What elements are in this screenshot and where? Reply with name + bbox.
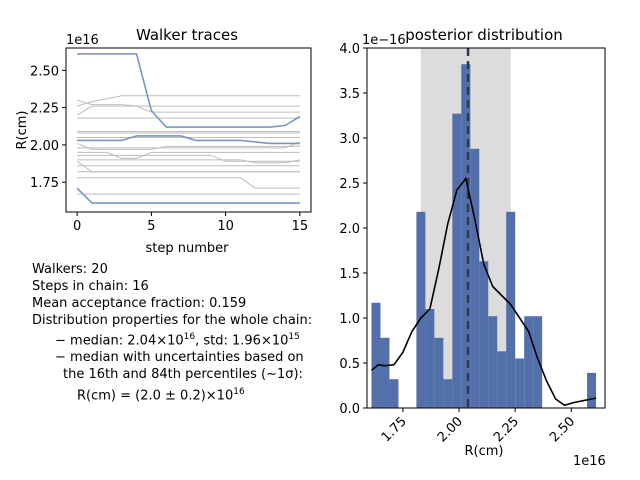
walker-x-axis-label: step number [146, 241, 230, 256]
walker-trace-15 [77, 177, 300, 189]
acceptance-fraction: Mean acceptance fraction: 0.159 [32, 296, 247, 311]
posterior-y-tick-label: 0.5 [339, 357, 360, 372]
steps-count: Steps in chain: 16 [32, 279, 149, 294]
walker-trace-11 [77, 154, 300, 162]
posterior-x-tick-label: 2.25 [491, 414, 522, 445]
walker-y-tick-label: 2.50 [30, 64, 59, 79]
posterior-y-offset-label: 1e−16 [362, 33, 406, 48]
histogram-bar [461, 64, 471, 408]
walker-trace-18 [77, 53, 301, 128]
walker-trace-8 [77, 141, 301, 149]
histogram-bar [515, 358, 525, 408]
walker-trace-1 [76, 99, 300, 107]
median-std-line: − median: 2.04×1016, std: 1.96×1015 [55, 332, 300, 349]
histogram-bar [497, 351, 507, 408]
histogram-bar [479, 261, 489, 408]
walker-traces-panel: Walker traces 1e16 0 5 10 15 1.75 2.00 2.25 2.… [15, 26, 312, 256]
posterior-y-tick-label: 2.0 [339, 222, 360, 237]
histogram-bars [371, 64, 597, 409]
walker-x-tick-label: 0 [73, 219, 81, 234]
walker-trace-16 [76, 160, 300, 173]
walker-trace-9 [76, 142, 300, 150]
histogram-bar [371, 302, 381, 408]
posterior-y-tick-label: 1.5 [339, 267, 360, 282]
posterior-y-tick-label: 1.0 [339, 312, 360, 327]
walker-y-tick-label: 2.00 [30, 139, 59, 154]
walker-x-ticks: 0 5 10 15 [73, 212, 308, 234]
walker-trace-3 [76, 105, 300, 116]
walker-x-tick-label: 10 [217, 219, 234, 234]
walker-x-tick-label: 5 [147, 219, 155, 234]
histogram-bar [425, 309, 435, 408]
walker-y-offset-label: 1e16 [66, 33, 99, 48]
posterior-y-tick-label: 2.5 [339, 177, 360, 192]
histogram-bar [380, 337, 390, 408]
walker-x-tick-label: 15 [292, 219, 309, 234]
histogram-bar [506, 211, 516, 408]
walker-trace-12 [77, 159, 300, 164]
posterior-y-tick-label: 3.5 [339, 87, 360, 102]
posterior-distribution-panel: posterior distribution 1e−16 1.75 2.00 2.2… [339, 26, 606, 469]
histogram-bar [434, 337, 444, 408]
histogram-bar [524, 316, 534, 408]
posterior-x-offset-label: 1e16 [573, 454, 606, 469]
histogram-bar [587, 372, 597, 408]
posterior-x-tick-label: 2.50 [547, 414, 578, 445]
histogram-bar [452, 113, 462, 408]
walker-y-ticks: 1.75 2.00 2.25 2.50 [30, 64, 66, 191]
walker-trace-19 [77, 135, 300, 145]
walker-y-axis-label: R(cm) [15, 111, 30, 150]
uncertainty-line-2: the 16th and 84th percentiles (∼1σ): [63, 367, 303, 383]
histogram-bar [443, 379, 453, 408]
walker-traces-title: Walker traces [136, 26, 238, 44]
walker-axes-frame [65, 47, 312, 213]
histogram-bar [470, 148, 480, 409]
posterior-title: posterior distribution [405, 26, 563, 44]
histogram-bar [389, 379, 399, 408]
walker-y-tick-label: 1.75 [30, 176, 59, 191]
histogram-bar [488, 316, 498, 408]
walker-y-tick-label: 2.25 [30, 102, 59, 117]
histogram-bar [416, 211, 426, 408]
walker-trace-2 [76, 95, 300, 107]
posterior-y-tick-label: 4.0 [339, 42, 360, 57]
walker-trace-lines [76, 53, 301, 204]
posterior-x-tick-label: 1.75 [379, 414, 410, 445]
posterior-y-tick-label: 3.0 [339, 132, 360, 147]
posterior-x-tick-label: 2.00 [435, 414, 466, 445]
posterior-y-ticks: 0.0 0.5 1.0 1.5 2.0 2.5 3.0 3.5 4.0 [339, 42, 367, 417]
kde-curve [370, 176, 597, 407]
uncertainty-line-1: − median with uncertainties based on [55, 350, 304, 366]
histogram-bar [533, 316, 543, 408]
posterior-x-ticks: 1.75 2.00 2.25 2.50 [379, 408, 578, 445]
posterior-y-tick-label: 0.0 [339, 402, 360, 417]
chain-summary: Walkers: 20 Steps in chain: 16 Mean acce… [32, 261, 312, 405]
posterior-x-axis-label: R(cm) [465, 444, 504, 459]
distribution-header: Distribution properties for the whole ch… [32, 313, 313, 328]
walkers-count: Walkers: 20 [32, 262, 108, 277]
walker-trace-20 [76, 187, 300, 204]
result-line: R(cm) = (2.0 ± 0.2)×1016 [77, 387, 245, 404]
